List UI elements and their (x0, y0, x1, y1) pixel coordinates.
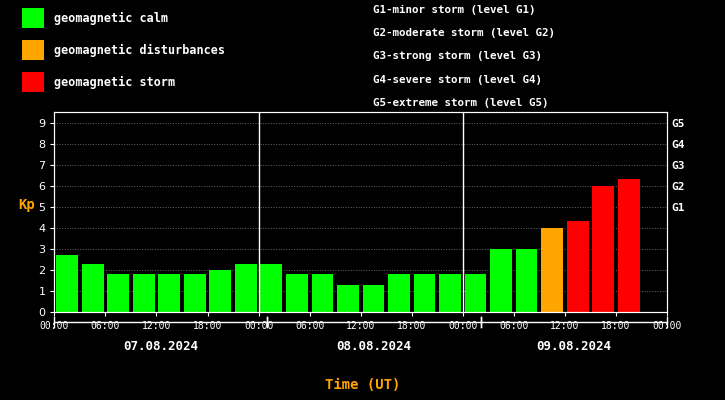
Bar (158, 274, 180, 312)
Bar (57, 255, 78, 312)
Text: 08.08.2024: 08.08.2024 (336, 340, 412, 352)
Bar (107, 274, 129, 312)
Text: G1-minor storm (level G1): G1-minor storm (level G1) (373, 5, 536, 15)
Bar (260, 264, 282, 312)
Text: 07.08.2024: 07.08.2024 (123, 340, 199, 352)
Bar (465, 274, 486, 312)
Bar (388, 274, 410, 312)
Text: G5-extreme storm (level G5): G5-extreme storm (level G5) (373, 98, 549, 108)
Bar (362, 285, 384, 312)
Text: G2-moderate storm (level G2): G2-moderate storm (level G2) (373, 28, 555, 38)
Bar (490, 249, 512, 312)
Bar (133, 274, 154, 312)
Bar (82, 264, 104, 312)
Text: geomagnetic storm: geomagnetic storm (54, 76, 175, 88)
Y-axis label: Kp: Kp (18, 198, 36, 212)
Bar (235, 264, 257, 312)
Bar (567, 222, 589, 312)
Bar (414, 274, 435, 312)
Text: Time (UT): Time (UT) (325, 378, 400, 392)
Bar (515, 249, 537, 312)
Text: G3-strong storm (level G3): G3-strong storm (level G3) (373, 51, 542, 61)
Bar (592, 186, 614, 312)
Bar (337, 285, 359, 312)
Bar (286, 274, 307, 312)
Bar (542, 228, 563, 312)
Text: geomagnetic disturbances: geomagnetic disturbances (54, 44, 225, 56)
Bar (184, 274, 206, 312)
Text: G4-severe storm (level G4): G4-severe storm (level G4) (373, 74, 542, 85)
Bar (439, 274, 461, 312)
Text: geomagnetic calm: geomagnetic calm (54, 12, 168, 24)
Bar (618, 179, 639, 312)
Bar (210, 270, 231, 312)
Text: 09.08.2024: 09.08.2024 (536, 340, 611, 352)
Bar (312, 274, 334, 312)
